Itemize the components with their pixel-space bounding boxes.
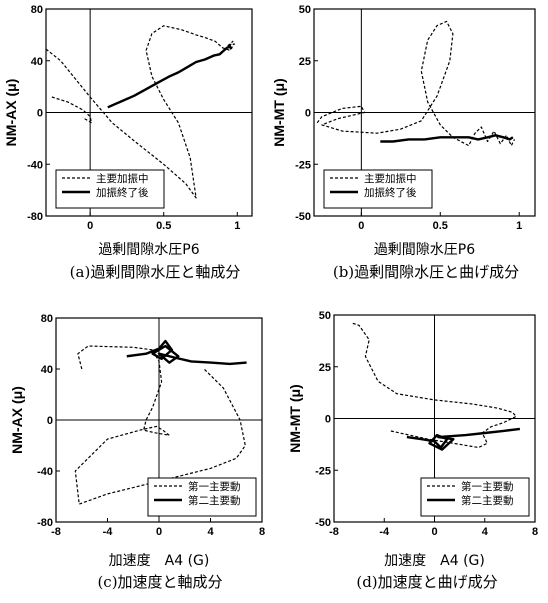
x-tick-label: 1 xyxy=(234,220,240,232)
x-tick-label: 0 xyxy=(358,220,364,232)
y-tick-label: 25 xyxy=(299,56,311,68)
x-axis-label: 過剰間隙水圧P6 xyxy=(374,242,475,258)
chart-caption: (d)加速度と曲げ成分 xyxy=(356,573,497,591)
y-tick-label: -25 xyxy=(315,465,331,477)
series-line-2 xyxy=(380,134,514,143)
legend-label: 主要加振中 xyxy=(96,172,149,185)
legend-box xyxy=(420,477,530,517)
x-tick-label: 0 xyxy=(87,220,93,232)
series-line-2 xyxy=(51,96,93,124)
y-tick-label: 80 xyxy=(31,4,43,16)
y-tick-label: 0 xyxy=(305,108,311,120)
legend-label: 主要加振中 xyxy=(364,172,417,185)
series-line-1 xyxy=(46,25,235,199)
series-line-1 xyxy=(316,20,516,147)
x-tick-label: 0 xyxy=(156,526,162,538)
y-axis-label: NM-MT (μ) xyxy=(287,384,303,452)
y-axis-label: NM-AX (μ) xyxy=(9,386,25,454)
y-tick-label: -80 xyxy=(27,211,43,223)
y-tick-label: -50 xyxy=(295,211,311,223)
y-tick-label: -40 xyxy=(37,466,53,478)
y-axis-label: NM-AX (μ) xyxy=(3,79,19,147)
legend-label: 第一主要動 xyxy=(461,480,514,493)
legend-label: 加振終了後 xyxy=(364,186,417,199)
series-line-3 xyxy=(107,45,233,109)
y-tick-label: 40 xyxy=(31,56,43,68)
chart-d: -8 -4 0 4 8 -50 -25 0 25 50 加速度 A4 (G) NM-MT (μ) (d)… xyxy=(287,310,538,591)
legend-label: 第一主要動 xyxy=(188,480,241,493)
y-tick-label: -80 xyxy=(37,517,53,529)
x-tick-label: -4 xyxy=(379,526,390,538)
x-tick-label: -8 xyxy=(329,526,339,538)
series-line-1 xyxy=(352,322,517,449)
legend-box xyxy=(55,169,165,209)
x-tick-label: -4 xyxy=(103,526,114,538)
chart-a: 0 0.5 1 -80 -40 0 40 80 過剰間隙水圧P6 NM-AX (μ) (a)過剰間隙… xyxy=(3,4,253,281)
y-tick-label: 0 xyxy=(325,414,331,426)
y-axis-label: NM-MT (μ) xyxy=(271,78,287,146)
x-axis-label: 加速度 A4 (G) xyxy=(384,553,485,569)
legend-box xyxy=(323,169,433,209)
x-tick-label: 8 xyxy=(532,526,538,538)
x-tick-label: 1 xyxy=(516,220,522,232)
y-tick-label: 0 xyxy=(37,108,43,120)
x-tick-label: 0.5 xyxy=(433,220,448,232)
y-tick-label: 80 xyxy=(41,313,53,325)
chart-caption: (a)過剰間隙水圧と軸成分 xyxy=(70,263,241,281)
x-tick-label: -8 xyxy=(51,526,61,538)
legend-box xyxy=(147,477,257,517)
y-tick-label: -40 xyxy=(27,159,43,171)
x-tick-label: 4 xyxy=(207,526,214,538)
x-tick-label: 0.5 xyxy=(156,220,171,232)
y-tick-label: -25 xyxy=(295,159,311,171)
series-line-2 xyxy=(406,427,521,451)
x-tick-label: 0 xyxy=(431,526,437,538)
y-tick-label: 50 xyxy=(319,310,331,322)
legend-label: 第二主要動 xyxy=(188,494,241,507)
x-axis-label: 過剰間隙水圧P6 xyxy=(98,242,199,258)
y-tick-label: 25 xyxy=(319,362,331,374)
x-tick-label: 4 xyxy=(482,526,489,538)
series-line-2 xyxy=(126,339,247,366)
legend-label: 加振終了後 xyxy=(96,186,149,199)
chart-caption: (b)過剰間隙水圧と曲げ成分 xyxy=(333,263,519,281)
x-axis-label: 加速度 A4 (G) xyxy=(109,553,210,569)
y-tick-label: -50 xyxy=(315,517,331,529)
y-tick-label: 0 xyxy=(47,415,53,427)
chart-caption: (c)加速度と軸成分 xyxy=(97,573,222,591)
y-tick-label: 50 xyxy=(299,4,311,16)
y-tick-label: 40 xyxy=(41,364,53,376)
legend-label: 第二主要動 xyxy=(461,494,514,507)
x-tick-label: 8 xyxy=(259,526,265,538)
chart-b: 0 0.5 1 -50 -25 0 25 50 過剰間隙水圧P6 NM-MT (μ) (b)過剰間隙… xyxy=(271,4,536,281)
